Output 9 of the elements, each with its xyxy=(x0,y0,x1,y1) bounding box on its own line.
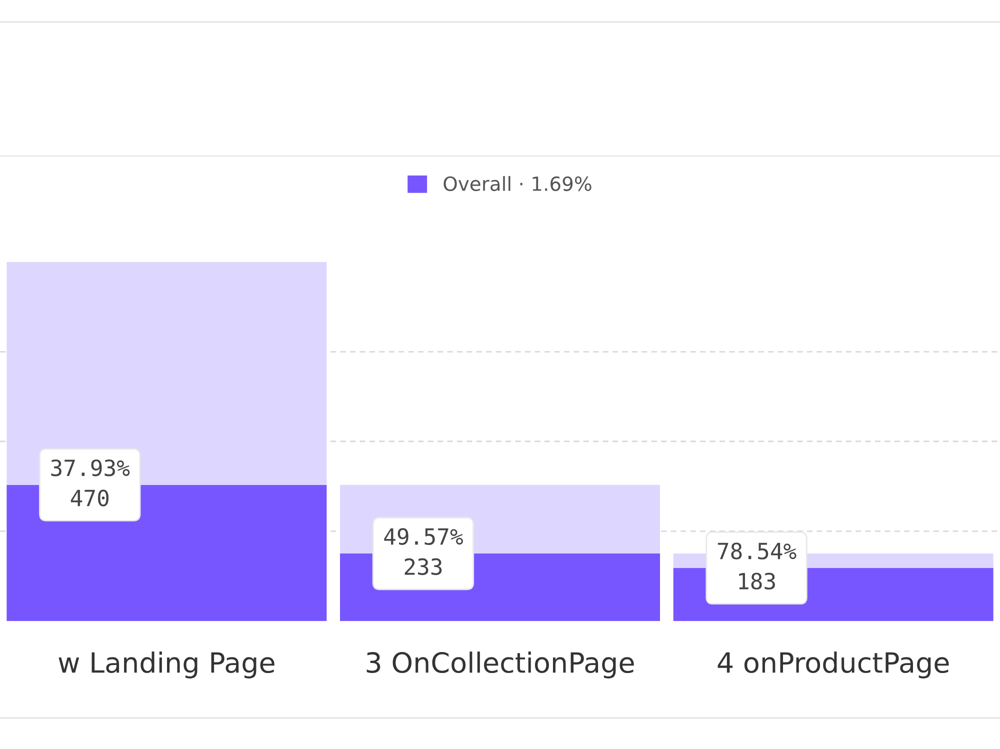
bar xyxy=(6,484,327,621)
data-label: 49.57% 233 xyxy=(384,528,463,576)
data-label: 78.54% 183 xyxy=(718,542,796,590)
bar xyxy=(6,262,327,485)
data-label: 37.93% 470 xyxy=(51,459,130,506)
x-tick-label: w Landing Page xyxy=(58,652,274,678)
x-tick-label: 4 onProductPage xyxy=(718,652,949,678)
legend-label: Overall · 1.69% xyxy=(444,176,592,192)
x-tick-label: 3 OnCollectionPage xyxy=(366,652,634,678)
